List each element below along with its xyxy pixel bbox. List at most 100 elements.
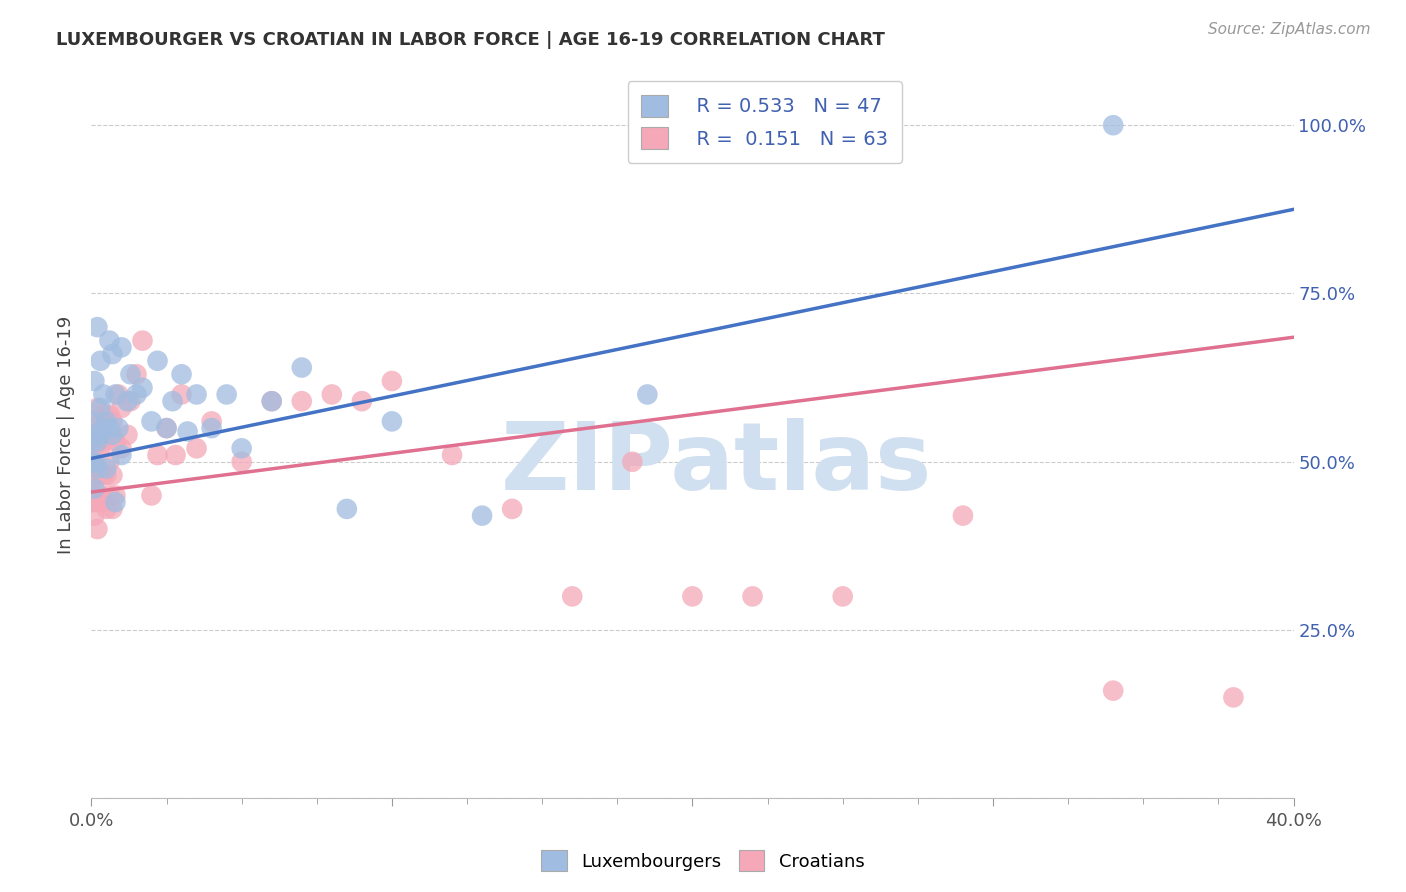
Point	[291, 360, 314, 375]
Point	[89, 468, 111, 483]
Point	[155, 421, 177, 435]
Point	[89, 442, 111, 456]
Point	[80, 455, 103, 469]
Point	[101, 502, 124, 516]
Point	[93, 434, 115, 449]
Point	[86, 434, 108, 449]
Point	[350, 394, 373, 409]
Point	[96, 461, 118, 475]
Point	[89, 353, 111, 368]
Point	[83, 421, 105, 435]
Point	[381, 414, 404, 428]
Point	[86, 320, 108, 334]
Point	[104, 495, 127, 509]
Text: Source: ZipAtlas.com: Source: ZipAtlas.com	[1208, 22, 1371, 37]
Point	[101, 414, 124, 428]
Point	[201, 421, 224, 435]
Point	[86, 434, 108, 449]
Point	[155, 421, 177, 435]
Point	[186, 387, 208, 401]
Point	[162, 394, 184, 409]
Point	[101, 468, 124, 483]
Point	[86, 461, 108, 475]
Point	[80, 434, 103, 449]
Point	[89, 488, 111, 502]
Point	[89, 401, 111, 415]
Point	[621, 455, 644, 469]
Point	[831, 590, 853, 604]
Point	[681, 590, 703, 604]
Point	[98, 488, 121, 502]
Point	[93, 387, 115, 401]
Point	[260, 394, 283, 409]
Point	[96, 414, 118, 428]
Point	[83, 482, 105, 496]
Point	[98, 455, 121, 469]
Point	[170, 387, 193, 401]
Point	[101, 347, 124, 361]
Point	[110, 442, 132, 456]
Point	[83, 442, 105, 456]
Point	[131, 381, 153, 395]
Point	[80, 455, 103, 469]
Point	[165, 448, 187, 462]
Point	[98, 421, 121, 435]
Point	[83, 468, 105, 483]
Text: ZIPatlas: ZIPatlas	[501, 418, 932, 510]
Point	[83, 374, 105, 388]
Point	[440, 448, 463, 462]
Point	[104, 387, 127, 401]
Legend:   R = 0.533   N = 47,   R =  0.151   N = 63: R = 0.533 N = 47, R = 0.151 N = 63	[627, 81, 901, 163]
Point	[1222, 690, 1244, 705]
Point	[260, 394, 283, 409]
Point	[471, 508, 494, 523]
Point	[741, 590, 763, 604]
Point	[186, 442, 208, 456]
Point	[110, 340, 132, 354]
Point	[104, 434, 127, 449]
Point	[89, 428, 111, 442]
Point	[1102, 118, 1125, 132]
Point	[93, 408, 115, 422]
Point	[101, 428, 124, 442]
Point	[86, 495, 108, 509]
Point	[98, 334, 121, 348]
Point	[83, 428, 105, 442]
Point	[501, 502, 523, 516]
Text: LUXEMBOURGER VS CROATIAN IN LABOR FORCE | AGE 16-19 CORRELATION CHART: LUXEMBOURGER VS CROATIAN IN LABOR FORCE …	[56, 31, 886, 49]
Point	[86, 401, 108, 415]
Point	[104, 488, 127, 502]
Legend: Luxembourgers, Croatians: Luxembourgers, Croatians	[534, 843, 872, 879]
Point	[131, 334, 153, 348]
Point	[86, 461, 108, 475]
Point	[215, 387, 238, 401]
Y-axis label: In Labor Force | Age 16-19: In Labor Force | Age 16-19	[58, 316, 76, 554]
Point	[83, 508, 105, 523]
Point	[96, 428, 118, 442]
Point	[120, 394, 142, 409]
Point	[110, 448, 132, 462]
Point	[291, 394, 314, 409]
Point	[1102, 683, 1125, 698]
Point	[107, 387, 129, 401]
Point	[146, 353, 169, 368]
Point	[80, 428, 103, 442]
Point	[231, 455, 253, 469]
Point	[146, 448, 169, 462]
Point	[89, 414, 111, 428]
Point	[176, 425, 198, 439]
Point	[83, 488, 105, 502]
Point	[80, 414, 103, 428]
Point	[170, 368, 193, 382]
Point	[381, 374, 404, 388]
Point	[93, 495, 115, 509]
Point	[93, 468, 115, 483]
Point	[120, 368, 142, 382]
Point	[141, 414, 163, 428]
Point	[125, 387, 148, 401]
Point	[141, 488, 163, 502]
Point	[117, 428, 139, 442]
Point	[83, 455, 105, 469]
Point	[93, 421, 115, 435]
Point	[80, 475, 103, 489]
